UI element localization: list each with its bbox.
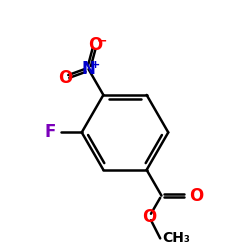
Text: CH₃: CH₃ (163, 232, 190, 245)
Text: +: + (91, 60, 100, 70)
Text: N: N (82, 60, 96, 78)
Text: O: O (142, 208, 156, 226)
Text: O: O (189, 186, 203, 204)
Text: F: F (44, 124, 56, 142)
Text: O: O (88, 36, 102, 54)
Text: O: O (58, 69, 72, 87)
Text: −: − (96, 34, 107, 48)
